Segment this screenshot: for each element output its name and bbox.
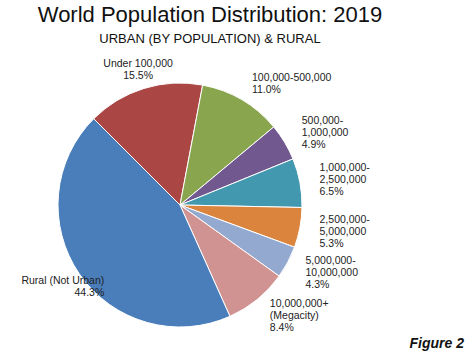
- svg-text:500,000-1,000,0004.9%: 500,000-1,000,0004.9%: [302, 114, 349, 150]
- svg-text:5,000,000-10,000,0004.3%: 5,000,000-10,000,0004.3%: [305, 254, 358, 290]
- svg-text:1,000,000-2,500,0006.5%: 1,000,000-2,500,0006.5%: [320, 161, 371, 197]
- svg-text:Rural (Not Urban)44.3%: Rural (Not Urban)44.3%: [21, 274, 104, 298]
- svg-text:10,000,000+(Megacity)8.4%: 10,000,000+(Megacity)8.4%: [270, 297, 329, 333]
- svg-text:100,000-500,00011.0%: 100,000-500,00011.0%: [252, 71, 332, 95]
- svg-text:2,500,000-5,000,0005.3%: 2,500,000-5,000,0005.3%: [320, 213, 371, 249]
- html-text:World Population Distribution:: World Population Distribution: 2019: [37, 2, 383, 27]
- html-text:URBAN (BY POPULATION) & RURAL: URBAN (BY POPULATION) & RURAL: [99, 31, 321, 46]
- html-text:Figure 2: Figure 2: [409, 335, 464, 351]
- svg-text:Under 100,00015.5%: Under 100,00015.5%: [103, 57, 173, 81]
